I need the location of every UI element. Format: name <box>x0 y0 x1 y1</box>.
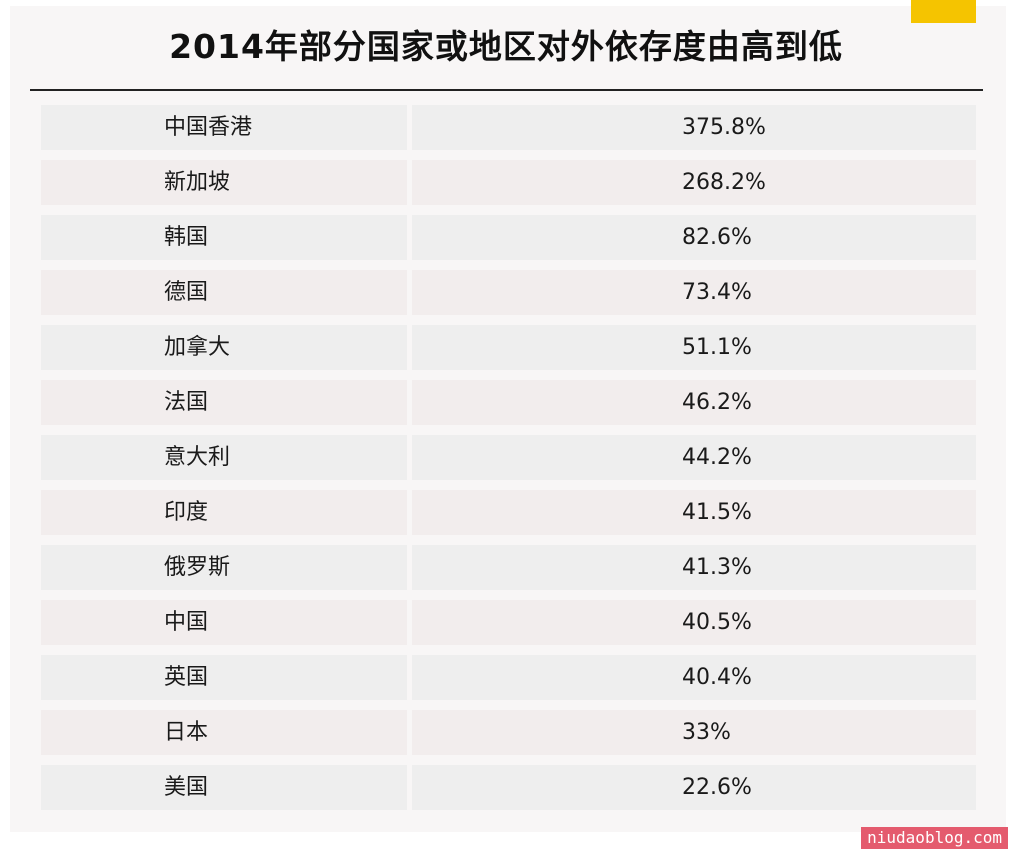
table-row: 意大利 44.2% <box>41 435 976 480</box>
region-cell: 加拿大 <box>41 325 407 370</box>
value-cell: 41.3% <box>412 545 976 590</box>
region-cell: 中国香港 <box>41 105 407 150</box>
table-row: 英国 40.4% <box>41 655 976 700</box>
region-cell: 韩国 <box>41 215 407 260</box>
value-cell: 268.2% <box>412 160 976 205</box>
table-row: 加拿大 51.1% <box>41 325 976 370</box>
table-row: 韩国 82.6% <box>41 215 976 260</box>
value-cell: 51.1% <box>412 325 976 370</box>
table-row: 德国 73.4% <box>41 270 976 315</box>
region-cell: 意大利 <box>41 435 407 480</box>
region-cell: 德国 <box>41 270 407 315</box>
page-title: 2014年部分国家或地区对外依存度由高到低 <box>169 27 843 66</box>
title-divider <box>30 89 983 91</box>
value-cell: 33% <box>412 710 976 755</box>
region-cell: 新加坡 <box>41 160 407 205</box>
value-cell: 73.4% <box>412 270 976 315</box>
value-cell: 46.2% <box>412 380 976 425</box>
region-cell: 中国 <box>41 600 407 645</box>
table-row: 中国香港 375.8% <box>41 105 976 150</box>
value-cell: 44.2% <box>412 435 976 480</box>
watermark-label: niudaoblog.com <box>861 827 1008 849</box>
value-cell: 40.5% <box>412 600 976 645</box>
region-cell: 日本 <box>41 710 407 755</box>
value-cell: 22.6% <box>412 765 976 810</box>
data-table: 中国香港 375.8% 新加坡 268.2% 韩国 82.6% 德国 73.4%… <box>41 105 976 820</box>
table-row: 新加坡 268.2% <box>41 160 976 205</box>
region-cell: 法国 <box>41 380 407 425</box>
table-row: 日本 33% <box>41 710 976 755</box>
table-row: 法国 46.2% <box>41 380 976 425</box>
region-cell: 英国 <box>41 655 407 700</box>
table-row: 印度 41.5% <box>41 490 976 535</box>
region-cell: 俄罗斯 <box>41 545 407 590</box>
table-row: 美国 22.6% <box>41 765 976 810</box>
table-row: 俄罗斯 41.3% <box>41 545 976 590</box>
accent-bar <box>911 0 976 23</box>
value-cell: 375.8% <box>412 105 976 150</box>
value-cell: 41.5% <box>412 490 976 535</box>
region-cell: 印度 <box>41 490 407 535</box>
value-cell: 40.4% <box>412 655 976 700</box>
table-row: 中国 40.5% <box>41 600 976 645</box>
value-cell: 82.6% <box>412 215 976 260</box>
region-cell: 美国 <box>41 765 407 810</box>
